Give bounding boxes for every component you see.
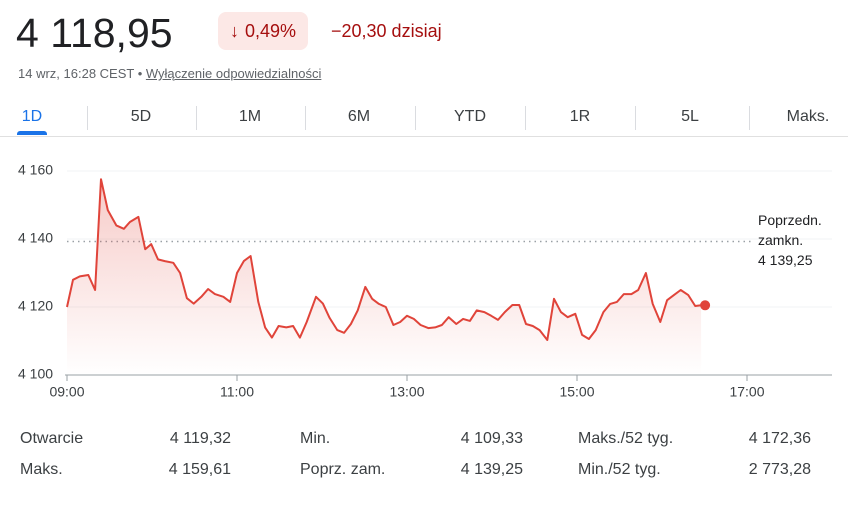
tab[interactable]: 5L: [681, 108, 699, 125]
stat-label: Maks./52 tyg.: [578, 430, 674, 447]
tab-separator: [749, 106, 750, 130]
price-line: [66, 178, 702, 341]
subtitle: 14 wrz, 16:28 CEST • Wyłączenie odpowied…: [18, 66, 321, 82]
reference-label: Poprzedn. zamkn. 4 139,25: [758, 210, 838, 270]
last-point: [700, 300, 711, 311]
price: 4 118,95: [16, 10, 173, 56]
reference-value: 4 139,25: [758, 252, 813, 268]
stat-label: Otwarcie: [20, 430, 84, 447]
tab-separator: [195, 106, 197, 130]
tab[interactable]: YTD: [454, 108, 486, 125]
tab[interactable]: 5D: [130, 108, 152, 125]
tab[interactable]: 1D: [21, 108, 43, 125]
y-tick-label: 4 160: [18, 162, 53, 178]
stat-label: Poprz. zam.: [300, 461, 386, 478]
y-tick-label: 4 120: [18, 298, 53, 314]
area-fill: [67, 179, 702, 375]
tab[interactable]: 6M: [347, 108, 371, 125]
tab-separator: [635, 106, 636, 130]
chart: 4 100 4 120 4 140 4 160 09:00 11:00 13:00 15:00…: [18, 162, 832, 400]
timestamp: 14 wrz, 16:28 CEST •: [18, 66, 143, 81]
stat-value: 2 773,28: [748, 461, 811, 478]
stat-value: 4 139,25: [460, 461, 523, 478]
tab-separator: [525, 106, 526, 130]
change-abs: −20,30 dzisiaj: [331, 21, 442, 41]
tab-separator: [304, 106, 306, 130]
tab-separator: [86, 106, 88, 130]
change-pct: 0,49%: [245, 21, 297, 41]
x-tick-label: 15:00: [559, 384, 594, 400]
stat-value: 4 119,32: [169, 430, 231, 447]
stat-label: Min./52 tyg.: [578, 461, 661, 478]
x-tick-label: 09:00: [49, 384, 84, 400]
change-badge: ↓ 0,49%: [218, 12, 309, 50]
tab[interactable]: 1R: [569, 108, 591, 125]
stat-label: Min.: [300, 430, 331, 447]
tab[interactable]: Maks.: [786, 108, 830, 125]
x-tick-label: 17:00: [729, 384, 764, 400]
tab-separator: [414, 106, 416, 130]
y-tick-label: 4 100: [18, 366, 53, 382]
arrow: ↓: [230, 21, 239, 41]
y-tick-label: 4 140: [18, 230, 53, 246]
reference-name: Poprzedn. zamkn.: [758, 212, 822, 248]
tab[interactable]: 1M: [238, 108, 262, 125]
disclaimer-link[interactable]: Wyłączenie odpowiedzialności: [145, 66, 322, 81]
stat-value: 4 172,36: [748, 430, 811, 447]
range-tabs: 1D 5D 1M 6M YTD 1R 5L Maks.: [0, 100, 848, 137]
stat-value: 4 159,61: [168, 461, 231, 478]
stat-label: Maks.: [20, 461, 63, 478]
x-tick-label: 13:00: [389, 384, 424, 400]
x-tick-label: 11:00: [220, 384, 254, 400]
active-tab-indicator: [17, 131, 47, 135]
stat-value: 4 109,33: [460, 430, 523, 447]
